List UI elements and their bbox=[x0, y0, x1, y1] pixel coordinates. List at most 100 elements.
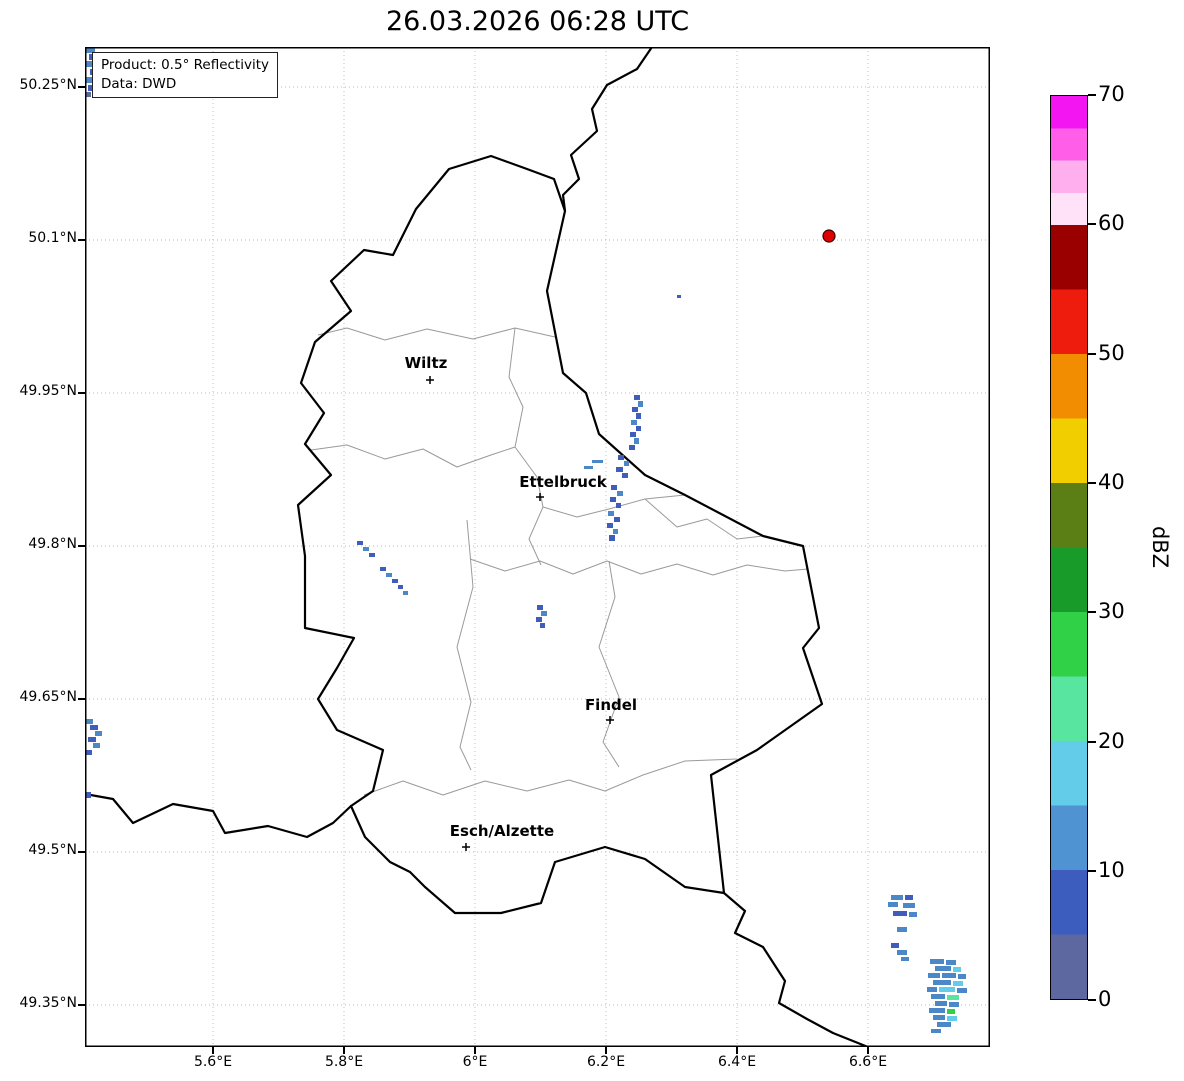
radar-echo-cell bbox=[85, 61, 93, 67]
y-tick-mark bbox=[78, 698, 85, 700]
radar-echo-cell bbox=[541, 611, 547, 616]
radar-echo-cell bbox=[85, 792, 91, 798]
radar-echo-cell bbox=[933, 980, 951, 985]
colorbar-tick-mark bbox=[1088, 870, 1096, 872]
radar-echo-cell bbox=[617, 491, 623, 496]
radar-echo-cell bbox=[939, 987, 955, 992]
radar-echo-cell bbox=[386, 573, 392, 577]
radar-echo-cell bbox=[893, 911, 907, 916]
radar-echo-cell bbox=[947, 995, 959, 1000]
x-tick-label: 5.8°E bbox=[324, 1054, 364, 1070]
radar-echo-cell bbox=[611, 485, 617, 490]
radar-echo-cell bbox=[897, 950, 907, 955]
page-title: 26.03.2026 06:28 UTC bbox=[385, 6, 690, 37]
radar-echo-cell bbox=[93, 743, 100, 748]
plot-frame bbox=[85, 47, 990, 1047]
radar-echo-cell bbox=[638, 401, 643, 407]
france-germany-border bbox=[722, 891, 870, 1047]
radar-echo-cell bbox=[592, 460, 603, 463]
x-tick-mark bbox=[867, 1047, 869, 1054]
radar-echo-cell bbox=[403, 591, 408, 595]
city-cross-esch bbox=[462, 843, 470, 851]
radar-echo-cell bbox=[610, 497, 616, 502]
gridlines bbox=[85, 47, 990, 1047]
radar-echo-cell bbox=[929, 1008, 945, 1013]
y-tick-label: 49.95°N bbox=[19, 383, 77, 399]
city-cross-ettelbruck bbox=[536, 493, 544, 501]
radar-echo-cell bbox=[953, 967, 961, 972]
colorbar-tick-mark bbox=[1088, 611, 1096, 613]
country-borders bbox=[85, 47, 870, 1047]
x-tick-label: 6°E bbox=[462, 1054, 488, 1070]
radar-echo-cell bbox=[537, 605, 543, 610]
radar-echo-cell bbox=[935, 966, 951, 971]
belgium-germany-border bbox=[561, 47, 654, 213]
radar-echo-cell bbox=[88, 85, 95, 91]
city-label-wiltz: Wiltz bbox=[405, 354, 448, 372]
radar-echo-cell bbox=[613, 529, 618, 534]
colorbar-tick-label: 0 bbox=[1098, 987, 1112, 1011]
city-markers bbox=[426, 376, 614, 851]
radar-echo-cell bbox=[90, 725, 98, 730]
radar-echo-cell bbox=[540, 623, 545, 628]
radar-echo-cell bbox=[931, 994, 945, 999]
x-tick-mark bbox=[474, 1047, 476, 1054]
colorbar-gradient bbox=[1051, 96, 1087, 999]
radar-echo-cell bbox=[636, 413, 641, 419]
radar-echo-cell bbox=[636, 426, 641, 431]
product-info-box: Product: 0.5° Reflectivity Data: DWD bbox=[92, 52, 278, 98]
colorbar-tick-mark bbox=[1088, 999, 1096, 1001]
y-tick-label: 50.1°N bbox=[28, 230, 77, 246]
radar-echo-cell bbox=[631, 420, 637, 425]
district-borders bbox=[310, 327, 809, 796]
radar-echo-cell bbox=[891, 943, 899, 948]
city-label-esch: Esch/Alzette bbox=[450, 822, 554, 840]
radar-echo-cell bbox=[398, 585, 403, 589]
y-tick-mark bbox=[78, 545, 85, 547]
x-tick-label: 6.4°E bbox=[717, 1054, 757, 1070]
radar-echo-cell bbox=[634, 395, 640, 400]
radar-echo-cell bbox=[629, 445, 635, 450]
colorbar-tick-mark bbox=[1088, 741, 1096, 743]
colorbar-tick-label: 10 bbox=[1098, 858, 1125, 882]
radar-echo-cell bbox=[622, 473, 628, 478]
product-info-line2: Data: DWD bbox=[101, 75, 177, 92]
radar-echo-cell bbox=[85, 719, 93, 724]
city-label-ettelbruck: Ettelbruck bbox=[519, 473, 608, 491]
radar-echo-cell bbox=[85, 47, 95, 53]
radar-echo-cell bbox=[928, 973, 940, 978]
colorbar-tick-label: 30 bbox=[1098, 599, 1125, 623]
radar-echo-cell bbox=[357, 541, 363, 545]
radar-echo-cell bbox=[88, 737, 96, 742]
x-tick-mark bbox=[212, 1047, 214, 1054]
radar-echo-cell bbox=[624, 461, 629, 466]
radar-echo-cell bbox=[942, 973, 956, 978]
radar-echo-cell bbox=[947, 1009, 955, 1014]
luxembourg-border bbox=[296, 154, 824, 915]
radar-echo-cell bbox=[608, 511, 614, 516]
radar-echo-cell bbox=[536, 617, 542, 622]
y-tick-label: 49.65°N bbox=[19, 689, 77, 705]
colorbar-tick-label: 70 bbox=[1098, 82, 1125, 106]
radar-echo-cell bbox=[909, 912, 917, 917]
radar-echo-cell bbox=[630, 432, 636, 437]
colorbar-axis-label: dBZ bbox=[1148, 525, 1172, 569]
radar-echo-cell bbox=[369, 553, 375, 557]
radar-echo-cell bbox=[897, 927, 907, 932]
colorbar-tick-label: 50 bbox=[1098, 341, 1125, 365]
y-tick-mark bbox=[78, 239, 85, 241]
x-tick-mark bbox=[605, 1047, 607, 1054]
radar-echo-cell bbox=[392, 579, 398, 583]
y-tick-label: 49.8°N bbox=[28, 536, 77, 552]
radar-echo-cell bbox=[618, 455, 624, 460]
colorbar-tick-label: 40 bbox=[1098, 470, 1125, 494]
x-tick-label: 5.6°E bbox=[193, 1054, 233, 1070]
radar-echo-cell bbox=[958, 974, 966, 979]
y-tick-label: 49.35°N bbox=[19, 995, 77, 1011]
colorbar-tick-label: 20 bbox=[1098, 729, 1125, 753]
radar-echo-cell bbox=[931, 1029, 941, 1033]
colorbar-tick-mark bbox=[1088, 94, 1096, 96]
radar-echo-cell bbox=[363, 547, 369, 551]
radar-echo-cell bbox=[609, 535, 615, 541]
radar-echo-cell bbox=[614, 517, 620, 522]
